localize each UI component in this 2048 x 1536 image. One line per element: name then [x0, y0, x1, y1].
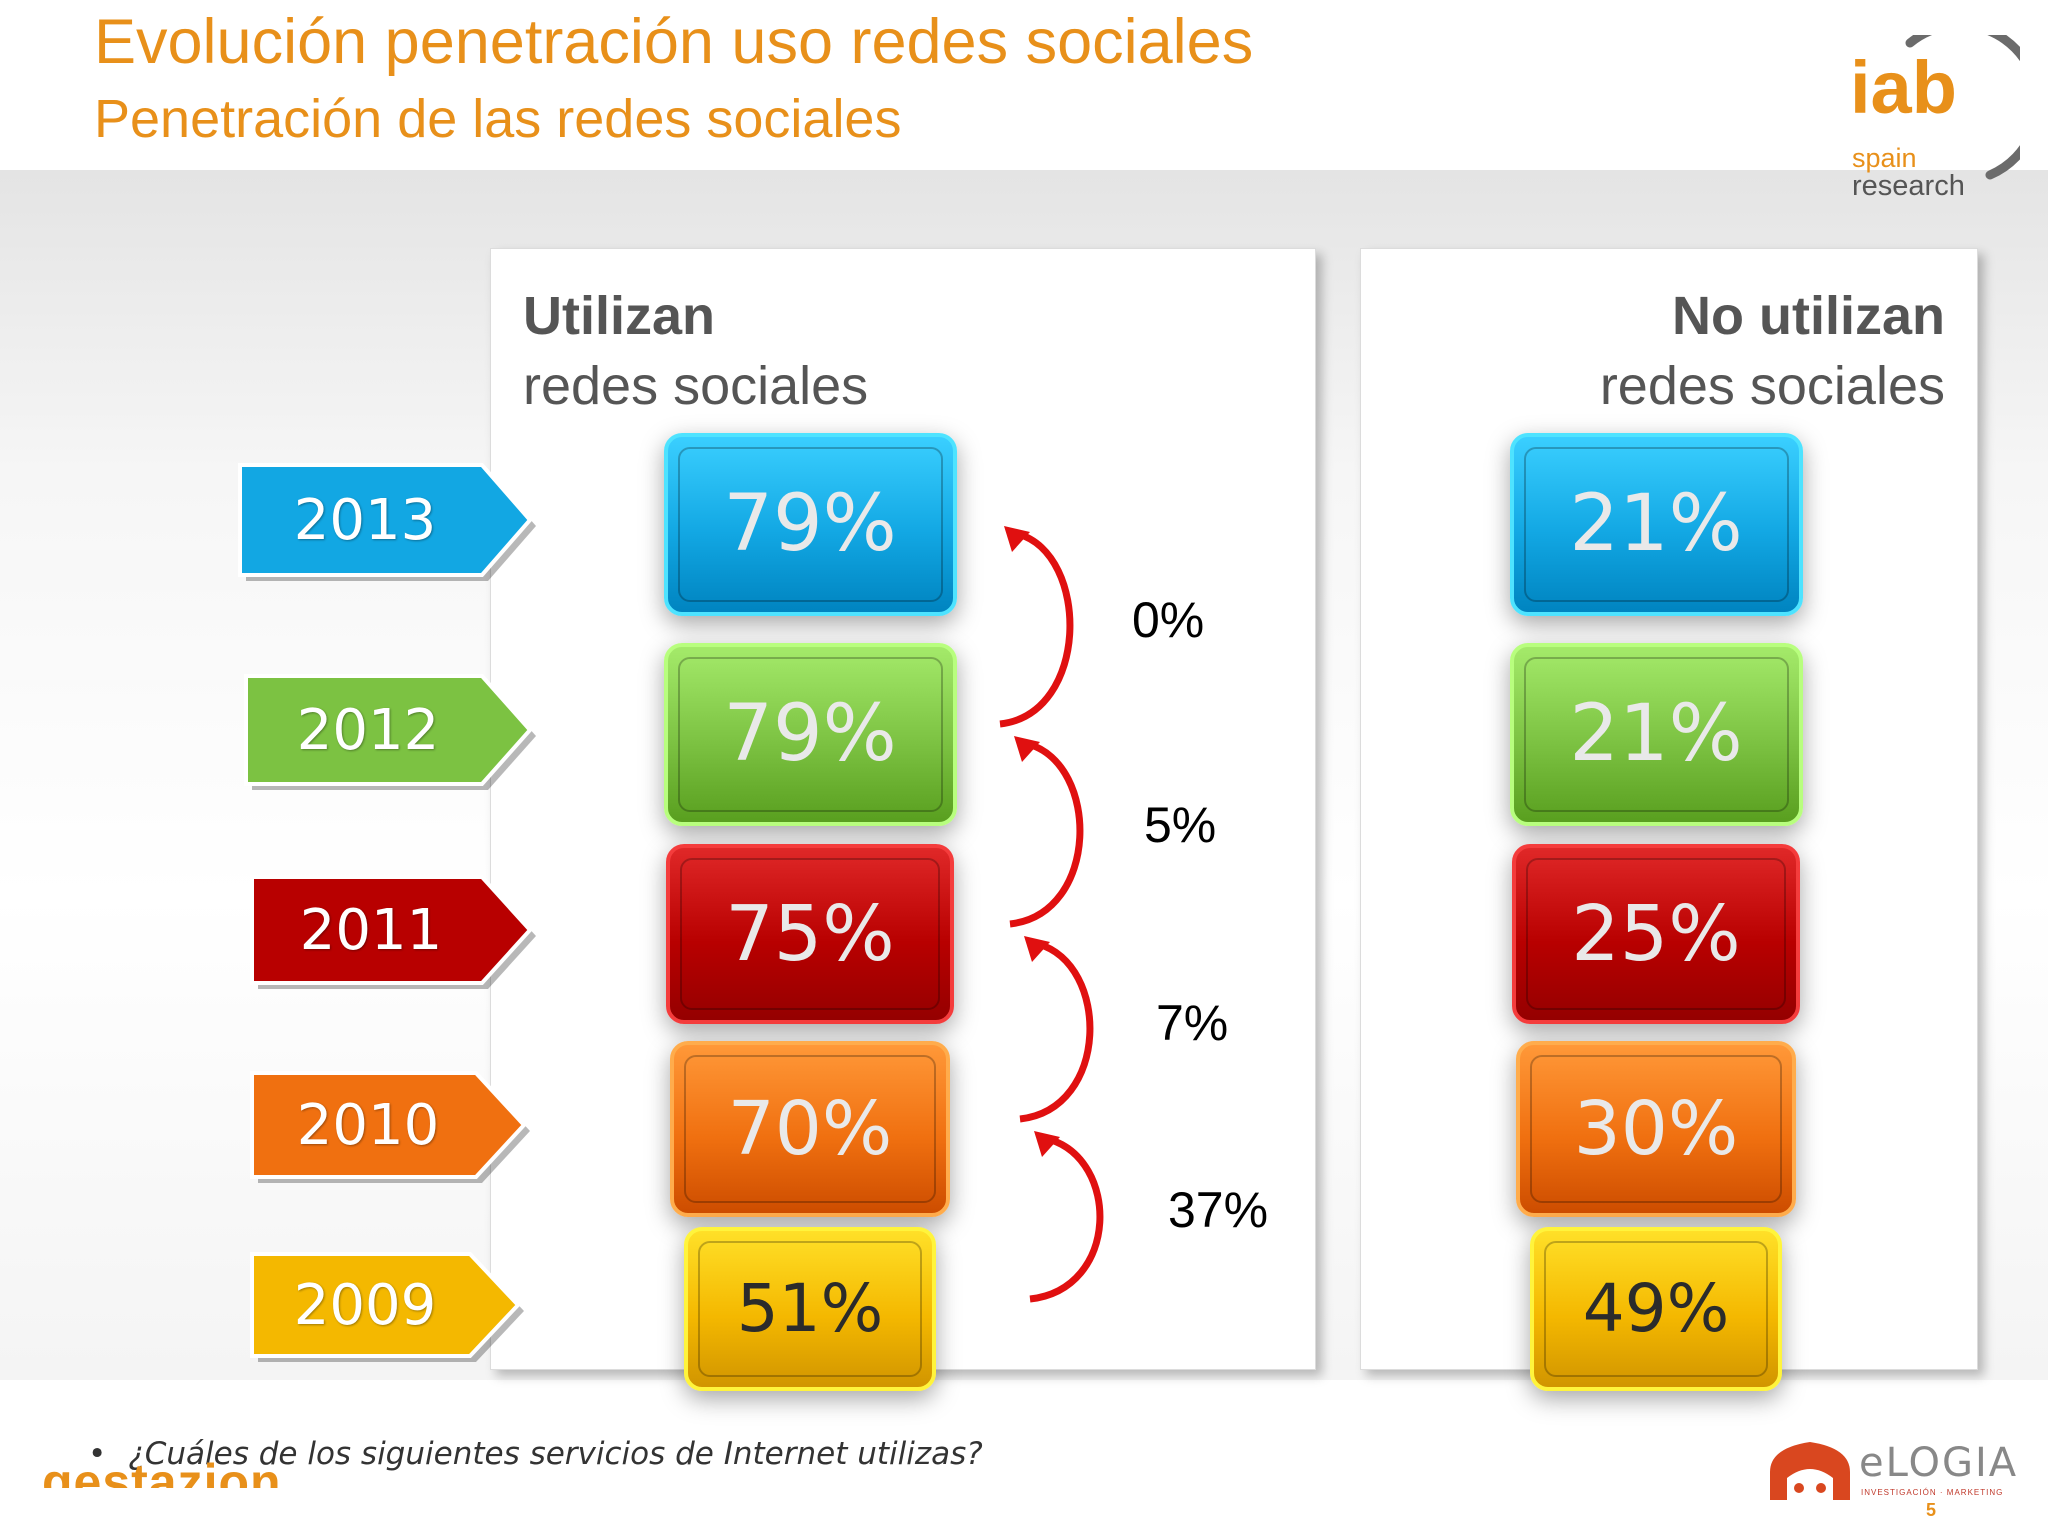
survey-question: • ¿Cuáles de los siguientes servicios de … — [88, 1436, 983, 1472]
no-utilizan-value-2009: 49% — [1529, 1227, 1783, 1391]
year-label: 2010 — [296, 1092, 440, 1158]
change-label: 37% — [1168, 1182, 1269, 1238]
page-subtitle: Penetración de las redes sociales — [94, 89, 902, 149]
panel-heading-bold: Utilizan — [523, 286, 716, 346]
panel-heading-bold: No utilizan — [1672, 286, 1945, 346]
change-label: 5% — [1144, 797, 1217, 853]
percentage-label: 51% — [736, 1270, 884, 1348]
year-tag-2011: 2011 — [250, 875, 536, 989]
bullet-icon: • — [88, 1436, 107, 1472]
percentage-label: 79% — [723, 479, 897, 569]
year-label: 2009 — [293, 1272, 437, 1338]
percentage-label: 75% — [725, 889, 895, 979]
change-label: 7% — [1156, 994, 1229, 1051]
no-utilizan-value-2013: 21% — [1509, 432, 1803, 616]
year-tag-2012: 2012 — [244, 674, 536, 790]
year-label: 2012 — [296, 697, 440, 763]
gestazion-logo: gestazion — [42, 1458, 282, 1488]
percentage-label: 21% — [1569, 689, 1743, 779]
percentage-label: 30% — [1573, 1085, 1739, 1172]
no-utilizan-value-2012: 21% — [1509, 642, 1803, 826]
no-utilizan-value-2011: 25% — [1512, 843, 1800, 1025]
utilizan-value-2010: 70% — [670, 1040, 950, 1218]
percentage-label: 21% — [1569, 479, 1743, 569]
iab-logo: iab spain research — [1850, 35, 2020, 202]
panel-heading: redes sociales — [523, 356, 869, 416]
elogia-logo: eLOGIA INVESTIGACIÓN · MARKETING — [1765, 1438, 2016, 1506]
utilizan-value-2009: 51% — [683, 1227, 937, 1391]
year-tag-2010: 2010 — [250, 1071, 530, 1183]
year-tag-2009: 2009 — [250, 1252, 524, 1362]
svg-text:spain: spain — [1852, 143, 1917, 173]
page-title: Evolución penetración uso redes sociales — [94, 7, 1254, 77]
percentage-label: 79% — [723, 689, 897, 779]
percentage-label: 49% — [1582, 1270, 1730, 1348]
percentage-label: 25% — [1571, 889, 1741, 979]
panel-heading: redes sociales — [1599, 356, 1945, 416]
change-label: 0% — [1132, 592, 1205, 648]
year-label: 2013 — [293, 487, 437, 553]
elogia-house-icon — [1770, 1442, 1850, 1500]
year-label: 2011 — [299, 897, 443, 963]
year-tag-2013: 2013 — [238, 463, 536, 581]
utilizan-value-2012: 79% — [663, 642, 957, 826]
svg-text:iab: iab — [1850, 46, 1957, 129]
no-utilizan-value-2010: 30% — [1516, 1040, 1796, 1218]
percentage-label: 70% — [727, 1085, 893, 1172]
utilizan-value-2013: 79% — [663, 432, 957, 616]
utilizan-value-2011: 75% — [666, 843, 954, 1025]
page-number: 5 — [1926, 1500, 1937, 1520]
svg-text:research: research — [1852, 170, 1965, 202]
